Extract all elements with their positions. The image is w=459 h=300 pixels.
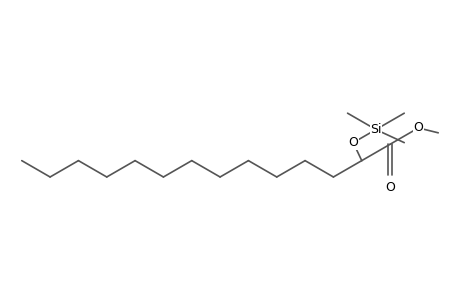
- Text: O: O: [384, 181, 394, 194]
- Text: O: O: [413, 122, 422, 134]
- Text: O: O: [347, 136, 358, 149]
- Text: Si: Si: [369, 123, 381, 136]
